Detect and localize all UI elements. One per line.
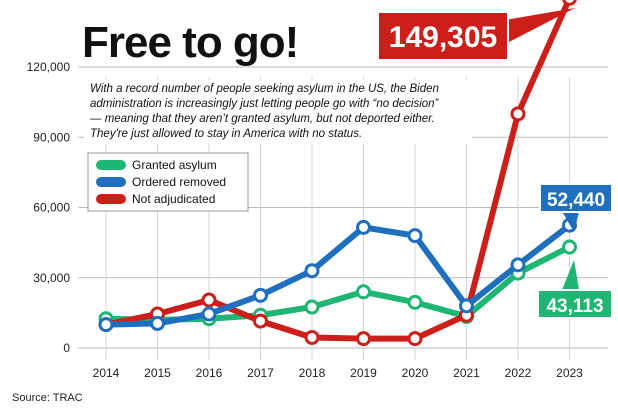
data-point-ordered-removed (356, 219, 371, 235)
y-axis-ticks: 0 30,000 60,000 90,000 120,000 (27, 60, 71, 355)
subtitle-background (84, 80, 472, 144)
callout-pointer (505, 8, 575, 44)
data-point-ordered-removed (304, 263, 320, 279)
subtitle-line: administration is increasingly just lett… (90, 98, 440, 110)
subtitle-box: With a record number of people seeking a… (84, 80, 472, 144)
callout-ordered-removed: 52,440 (539, 183, 613, 232)
data-point-not-adjudicated (562, 0, 577, 6)
data-point-not-adjudicated (253, 313, 268, 329)
y-tick-label: 60,000 (33, 201, 70, 215)
data-point-granted-asylum (304, 299, 320, 315)
callout-layer: 149,305 52,440 43,113 (377, 8, 613, 319)
data-point-not-adjudicated (356, 331, 371, 347)
callout-label: 149,305 (389, 21, 497, 54)
legend-swatch-not-adjudicated (96, 194, 126, 204)
x-tick-label: 2017 (247, 366, 274, 380)
subtitle-line: With a record number of people seeking a… (90, 83, 439, 95)
callout-pointer (560, 208, 580, 232)
x-tick-label: 2021 (453, 366, 480, 380)
callout-box (377, 11, 509, 61)
data-point-granted-asylum (562, 239, 577, 255)
subtitle-line: — meaning that they aren’t granted asylu… (89, 113, 435, 125)
data-point-ordered-removed (98, 317, 114, 333)
legend: Granted asylum Ordered removed Not adjud… (87, 152, 249, 212)
x-tick-label: 2022 (505, 366, 532, 380)
y-tick-label: 0 (63, 341, 70, 355)
data-point-not-adjudicated (201, 292, 217, 308)
x-tick-label: 2023 (556, 366, 583, 380)
data-point-ordered-removed (459, 298, 474, 314)
x-tick-label: 2016 (196, 366, 223, 380)
data-point-ordered-removed (510, 257, 526, 273)
callout-not-adjudicated: 149,305 (377, 8, 575, 61)
data-point-ordered-removed (201, 306, 217, 322)
data-point-granted-asylum (356, 284, 371, 300)
legend-swatch-granted-asylum (96, 160, 126, 170)
series-layer (98, 0, 577, 347)
legend-label-not-adjudicated: Not adjudicated (132, 192, 215, 206)
callout-box (537, 289, 613, 319)
callout-pointer (560, 260, 580, 295)
callout-label: 52,440 (547, 190, 605, 211)
legend-swatch-ordered-removed (96, 177, 126, 187)
y-tick-label: 90,000 (33, 130, 70, 144)
x-tick-label: 2020 (402, 366, 429, 380)
series-ordered-removed (98, 217, 577, 333)
callout-label: 43,113 (546, 296, 603, 317)
x-tick-label: 2018 (299, 366, 326, 380)
x-tick-label: 2014 (93, 366, 120, 380)
legend-label-granted-asylum: Granted asylum (132, 158, 217, 172)
data-point-ordered-removed (407, 228, 423, 244)
legend-label-ordered-removed: Ordered removed (132, 175, 226, 189)
source-note: Source: TRAC (12, 392, 83, 404)
series-line-ordered-removed (103, 222, 573, 328)
y-tick-label: 120,000 (27, 60, 71, 74)
data-point-ordered-removed (150, 315, 165, 331)
data-point-not-adjudicated (407, 331, 423, 347)
data-point-ordered-removed (253, 287, 268, 303)
data-point-granted-asylum (407, 294, 423, 310)
y-tick-label: 30,000 (33, 271, 70, 285)
callout-box (539, 183, 613, 213)
data-point-not-adjudicated (510, 106, 526, 122)
subtitle-line: They're just allowed to stay in America … (90, 128, 362, 140)
data-point-not-adjudicated (304, 329, 320, 345)
x-tick-label: 2015 (144, 366, 171, 380)
series-line-not-adjudicated (103, 0, 573, 342)
x-tick-label: 2019 (350, 366, 377, 380)
x-axis-ticks: 2014 2015 2016 2017 2018 2019 2020 2021 2022 2023 (93, 366, 584, 380)
chart-title: Free to go! (82, 18, 298, 67)
callout-granted-asylum: 43,113 (537, 260, 613, 319)
